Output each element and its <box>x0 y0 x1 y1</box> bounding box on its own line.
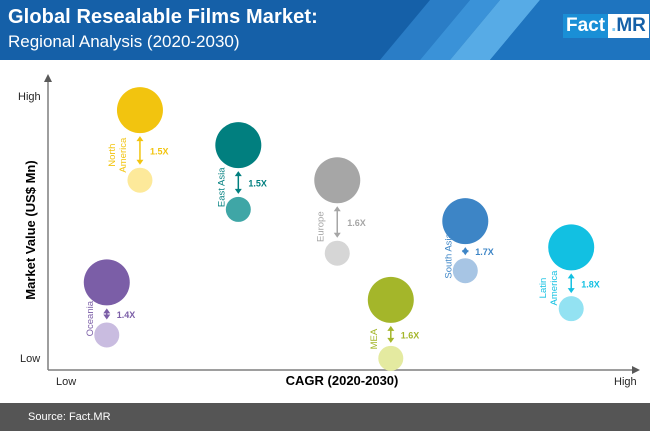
region-label-east-asia: East Asia <box>216 167 227 207</box>
growth-arrow-head-up <box>136 136 144 142</box>
growth-arrow-north-america <box>136 136 144 165</box>
growth-arrow-head-down <box>136 159 144 165</box>
bubble-2030-south-asia <box>442 198 489 245</box>
bubble-pair-south-asia: 1.7X South Asia <box>442 198 494 284</box>
x-axis-label: CAGR (2020-2030) <box>286 373 399 388</box>
region-label-line: North <box>107 144 118 167</box>
logo-mr-text: MR <box>616 15 646 36</box>
multiplier-label-south-asia: 1.7X <box>475 247 494 257</box>
header-stripe <box>420 0 500 60</box>
chart-title: Global Resealable Films Market: <box>8 6 318 28</box>
bubble-2020-south-asia <box>452 258 478 284</box>
y-tick-high: High <box>18 91 41 103</box>
header-stripe <box>380 0 470 60</box>
bubble-chart: High Low Low High CAGR (2020-2030) Marke… <box>18 74 640 388</box>
growth-arrow-head-up <box>103 308 111 314</box>
region-label-line: America <box>549 270 560 306</box>
bubble-2030-east-asia <box>215 122 262 169</box>
source-note: Source: Fact.MR <box>28 411 111 423</box>
region-label-latin-america: LatinAmerica <box>538 270 560 306</box>
region-label-line: South Asia <box>443 232 454 278</box>
region-label-line: Oceania <box>85 300 96 336</box>
region-label-line: Europe <box>315 211 326 242</box>
footer-bar: Source: Fact.MR <box>0 403 650 431</box>
bubble-pair-latin-america: 1.8X LatinAmerica <box>538 224 600 322</box>
bubble-2020-latin-america <box>558 296 584 322</box>
bubble-pair-north-america: 1.5X NorthAmerica <box>107 87 169 193</box>
growth-arrow-head-down <box>567 288 575 294</box>
multiplier-label-east-asia: 1.5X <box>248 179 267 189</box>
bubble-2020-mea <box>378 345 404 371</box>
multiplier-label-oceania: 1.4X <box>117 310 136 320</box>
x-tick-high: High <box>614 376 637 388</box>
growth-arrow-latin-america <box>567 273 575 294</box>
bubble-2020-east-asia <box>225 196 251 222</box>
bubble-2030-europe <box>314 157 361 204</box>
region-label-south-asia: South Asia <box>443 232 454 278</box>
bubble-pair-east-asia: 1.5X East Asia <box>215 122 267 222</box>
growth-arrow-head-down <box>461 250 469 256</box>
growth-arrow-east-asia <box>234 171 242 194</box>
bubble-2030-north-america <box>116 87 163 134</box>
growth-arrow-head-down <box>234 188 242 194</box>
factmr-logo: Fact .MR <box>563 14 649 38</box>
region-label-line: America <box>118 137 129 173</box>
region-label-oceania: Oceania <box>85 300 96 336</box>
bubble-2030-mea <box>367 276 414 323</box>
header-stripe <box>450 0 540 60</box>
region-label-europe: Europe <box>315 211 326 242</box>
bubble-2030-latin-america <box>548 224 595 271</box>
multiplier-label-europe: 1.6X <box>347 218 366 228</box>
growth-arrow-head-down <box>333 232 341 238</box>
logo-dot: . <box>611 15 617 36</box>
growth-arrow-head-down <box>387 337 395 343</box>
multiplier-label-mea: 1.6X <box>401 330 420 340</box>
region-label-line: Latin <box>538 278 549 299</box>
multiplier-label-north-america: 1.5X <box>150 146 169 156</box>
y-tick-low: Low <box>20 353 40 365</box>
growth-arrow-mea <box>387 325 395 343</box>
header-banner: Global Resealable Films Market: Regional… <box>0 0 650 60</box>
x-tick-low: Low <box>56 376 76 388</box>
bubble-2020-north-america <box>127 167 153 193</box>
region-label-north-america: NorthAmerica <box>107 137 129 173</box>
growth-arrow-head-up <box>234 171 242 177</box>
logo-mr: .MR <box>608 14 649 38</box>
growth-arrow-south-asia <box>461 247 469 256</box>
chart-subtitle: Regional Analysis (2020-2030) <box>8 32 240 51</box>
y-axis-label: Market Value (US$ Mn) <box>23 160 38 299</box>
region-label-mea: MEA <box>369 328 380 349</box>
logo-fact: Fact <box>563 14 609 38</box>
bubble-pair-oceania: 1.4X Oceania <box>83 259 136 348</box>
bubble-pair-europe: 1.6X Europe <box>314 157 366 266</box>
bubble-2020-europe <box>324 240 350 266</box>
growth-arrow-europe <box>333 206 341 238</box>
growth-arrow-head-up <box>567 273 575 279</box>
region-label-line: MEA <box>369 328 380 349</box>
bubble-pair-mea: 1.6X MEA <box>367 276 420 371</box>
multiplier-label-latin-america: 1.8X <box>581 279 600 289</box>
growth-arrow-head-up <box>387 325 395 331</box>
bubble-2030-oceania <box>83 259 130 306</box>
region-label-line: East Asia <box>216 167 227 207</box>
growth-arrow-oceania <box>103 308 111 320</box>
bubble-2020-oceania <box>94 322 120 348</box>
growth-arrow-head-down <box>103 314 111 320</box>
growth-arrow-head-up <box>333 206 341 212</box>
